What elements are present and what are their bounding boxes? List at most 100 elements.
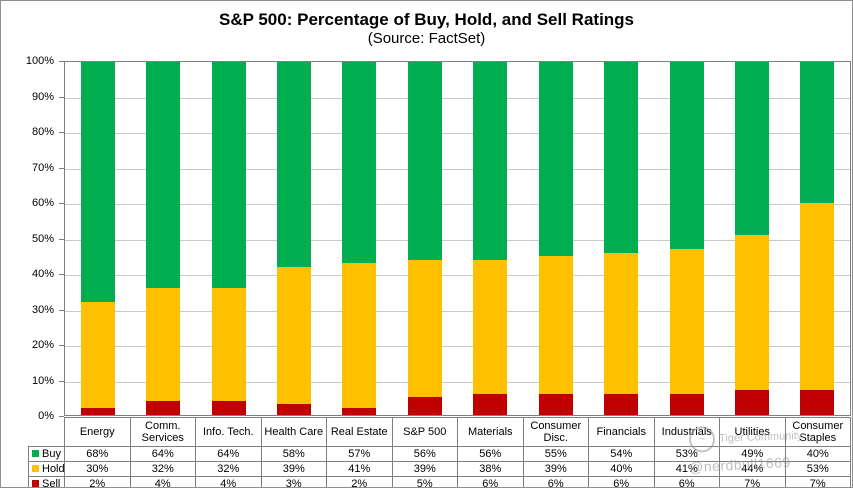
table-cell-hold-s-p-500: 39% bbox=[391, 461, 458, 477]
bar-segment-hold bbox=[604, 252, 639, 394]
y-axis-label: 40% bbox=[31, 268, 54, 280]
y-axis-label: 50% bbox=[31, 232, 54, 245]
bar-segment-sell bbox=[734, 390, 769, 415]
bar-segment-buy bbox=[211, 62, 246, 288]
y-axis: 100% 90% 80% 70% 60% 50% 40% 30% 20% 10% 0% bbox=[1, 55, 64, 422]
table-cell-sell-energy: 2% bbox=[64, 476, 131, 487]
y-axis-label: 70% bbox=[31, 161, 54, 174]
bar-segment-hold bbox=[407, 259, 442, 398]
y-axis-tick bbox=[59, 380, 64, 382]
y-axis-tick bbox=[59, 61, 64, 62]
stacked-bar-consumer-staples bbox=[800, 62, 835, 415]
bar-segment-buy bbox=[276, 62, 311, 267]
table-cell-sell-info-tech: 4% bbox=[195, 476, 262, 487]
table-cell-sell-materials: 6% bbox=[457, 476, 524, 487]
table-cell-buy-materials: 56% bbox=[457, 446, 524, 462]
table-cell-sell-utilities: 7% bbox=[719, 476, 786, 487]
y-axis-label: 90% bbox=[31, 90, 54, 103]
legend-cell-buy: Buy bbox=[28, 446, 65, 462]
y-axis-label: 30% bbox=[31, 303, 54, 316]
column-header-info-tech: Info. Tech. bbox=[195, 417, 262, 447]
column-header-consumer-disc: Consumer Disc. bbox=[522, 417, 589, 447]
bar-segment-buy bbox=[800, 62, 835, 204]
table-cell-buy-utilities: 49% bbox=[719, 446, 786, 462]
bar-segment-hold bbox=[342, 263, 377, 408]
gridline bbox=[65, 204, 850, 205]
stacked-bar-energy bbox=[80, 62, 115, 415]
table-cell-sell-consumer-staples: 7% bbox=[784, 476, 851, 487]
bar-segment-hold bbox=[146, 287, 181, 401]
bar-segment-sell bbox=[538, 393, 573, 415]
bar-column-s-p-500 bbox=[392, 62, 457, 415]
bar-column-industrials bbox=[654, 62, 719, 415]
column-header-s-p-500: S&P 500 bbox=[391, 417, 458, 447]
stacked-bar-utilities bbox=[734, 62, 769, 415]
table-cell-buy-info-tech: 64% bbox=[195, 446, 262, 462]
table-cell-buy-industrials: 53% bbox=[653, 446, 720, 462]
bar-segment-sell bbox=[80, 407, 115, 415]
bar-column-comm-services bbox=[130, 62, 195, 415]
bar-segment-buy bbox=[146, 62, 181, 288]
gridline bbox=[65, 239, 850, 241]
bar-segment-hold bbox=[538, 256, 573, 394]
y-axis-tick bbox=[59, 416, 64, 417]
bar-column-energy bbox=[65, 62, 130, 415]
gridline bbox=[65, 275, 850, 276]
column-header-health-care: Health Care bbox=[260, 417, 327, 447]
legend-swatch-icon bbox=[32, 450, 39, 457]
table-cell-buy-comm-services: 64% bbox=[129, 446, 196, 462]
column-header-financials: Financials bbox=[588, 417, 655, 447]
table-cell-buy-health-care: 58% bbox=[260, 446, 327, 462]
bar-segment-buy bbox=[407, 62, 442, 260]
stacked-bar-s-p-500 bbox=[407, 62, 442, 415]
legend-label: Hold bbox=[42, 462, 65, 475]
table-cell-sell-consumer-disc: 6% bbox=[522, 476, 589, 487]
legend-cell-hold: Hold bbox=[28, 461, 65, 477]
stacked-bar-real-estate bbox=[342, 62, 377, 415]
y-axis-tick bbox=[59, 203, 64, 204]
column-header-materials: Materials bbox=[457, 417, 524, 447]
table-cell-hold-consumer-staples: 53% bbox=[784, 461, 851, 477]
legend-label: Buy bbox=[42, 447, 61, 460]
y-axis-tick bbox=[59, 345, 64, 346]
table-cell-buy-consumer-disc: 55% bbox=[522, 446, 589, 462]
y-axis-label: 0% bbox=[38, 410, 54, 422]
bars-group bbox=[65, 62, 850, 415]
y-axis-label: 20% bbox=[31, 339, 54, 351]
table-cell-hold-materials: 38% bbox=[457, 461, 524, 477]
table-cell-buy-real-estate: 57% bbox=[326, 446, 393, 462]
table-row-buy: Buy 68% 64% 64% 58% 57% 56% 56% 55% 54% 53% 49% 40% bbox=[28, 446, 851, 462]
stacked-bar-consumer-disc bbox=[538, 62, 573, 415]
bar-segment-hold bbox=[211, 287, 246, 401]
y-axis-tick bbox=[59, 238, 64, 240]
table-cell-hold-utilities: 44% bbox=[719, 461, 786, 477]
bar-segment-sell bbox=[800, 390, 835, 415]
bar-segment-hold bbox=[800, 203, 835, 391]
table-cell-sell-health-care: 3% bbox=[260, 476, 327, 487]
bar-segment-buy bbox=[669, 62, 704, 250]
table-cell-hold-real-estate: 41% bbox=[326, 461, 393, 477]
column-header-industrials: Industrials bbox=[653, 417, 720, 447]
y-axis-tick bbox=[59, 274, 64, 275]
bar-segment-sell bbox=[146, 400, 181, 415]
table-cell-buy-financials: 54% bbox=[588, 446, 655, 462]
gridline bbox=[65, 168, 850, 170]
bar-segment-sell bbox=[669, 393, 704, 415]
table-cell-hold-health-care: 39% bbox=[260, 461, 327, 477]
bar-segment-buy bbox=[734, 62, 769, 235]
table-row-hold: Hold 30% 32% 32% 39% 41% 39% 38% 39% 40% 41% 44% 53% bbox=[28, 461, 851, 477]
bar-column-real-estate bbox=[327, 62, 392, 415]
y-axis-label: 10% bbox=[31, 374, 54, 387]
bar-segment-buy bbox=[473, 62, 508, 260]
table-row-sell: Sell 2% 4% 4% 3% 2% 5% 6% 6% 6% 6% 7% 7% bbox=[28, 476, 851, 488]
bar-segment-buy bbox=[604, 62, 639, 253]
bar-segment-sell bbox=[276, 404, 311, 415]
legend-label: Sell bbox=[42, 477, 61, 488]
gridline bbox=[65, 346, 850, 347]
bar-segment-sell bbox=[473, 393, 508, 415]
y-axis-tick bbox=[59, 96, 64, 98]
data-table: Energy Comm. Services Info. Tech. Health Ca… bbox=[28, 417, 851, 488]
bar-segment-buy bbox=[80, 62, 115, 303]
column-header-consumer-staples: Consumer Staples bbox=[784, 417, 851, 447]
